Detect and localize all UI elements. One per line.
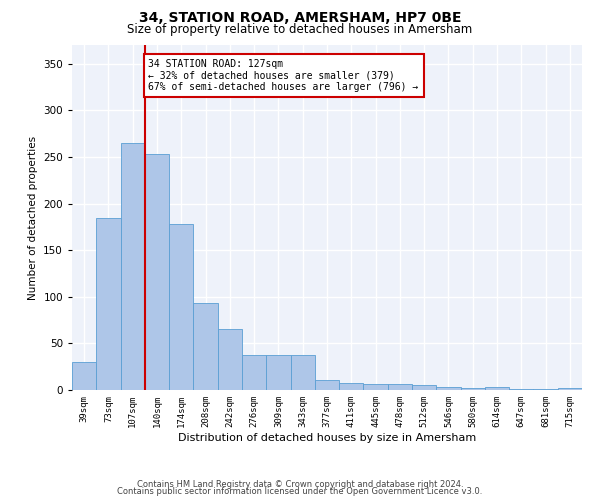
Bar xyxy=(72,362,96,390)
Text: Contains HM Land Registry data © Crown copyright and database right 2024.: Contains HM Land Registry data © Crown c… xyxy=(137,480,463,489)
Text: Contains public sector information licensed under the Open Government Licence v3: Contains public sector information licen… xyxy=(118,487,482,496)
Bar xyxy=(339,382,364,390)
Bar xyxy=(558,388,582,390)
Bar xyxy=(509,389,533,390)
Bar xyxy=(315,380,339,390)
Bar xyxy=(388,384,412,390)
Bar xyxy=(412,386,436,390)
Bar xyxy=(290,354,315,390)
Bar xyxy=(145,154,169,390)
Bar xyxy=(169,224,193,390)
Bar xyxy=(193,304,218,390)
Bar xyxy=(96,218,121,390)
Bar xyxy=(436,387,461,390)
Bar xyxy=(533,389,558,390)
Bar xyxy=(266,354,290,390)
Bar xyxy=(121,143,145,390)
Y-axis label: Number of detached properties: Number of detached properties xyxy=(28,136,38,300)
Bar xyxy=(218,330,242,390)
Bar xyxy=(461,388,485,390)
Bar xyxy=(242,354,266,390)
Text: 34, STATION ROAD, AMERSHAM, HP7 0BE: 34, STATION ROAD, AMERSHAM, HP7 0BE xyxy=(139,11,461,25)
Bar xyxy=(364,384,388,390)
Text: Size of property relative to detached houses in Amersham: Size of property relative to detached ho… xyxy=(127,22,473,36)
Bar xyxy=(485,387,509,390)
X-axis label: Distribution of detached houses by size in Amersham: Distribution of detached houses by size … xyxy=(178,432,476,442)
Text: 34 STATION ROAD: 127sqm
← 32% of detached houses are smaller (379)
67% of semi-d: 34 STATION ROAD: 127sqm ← 32% of detache… xyxy=(149,59,419,92)
